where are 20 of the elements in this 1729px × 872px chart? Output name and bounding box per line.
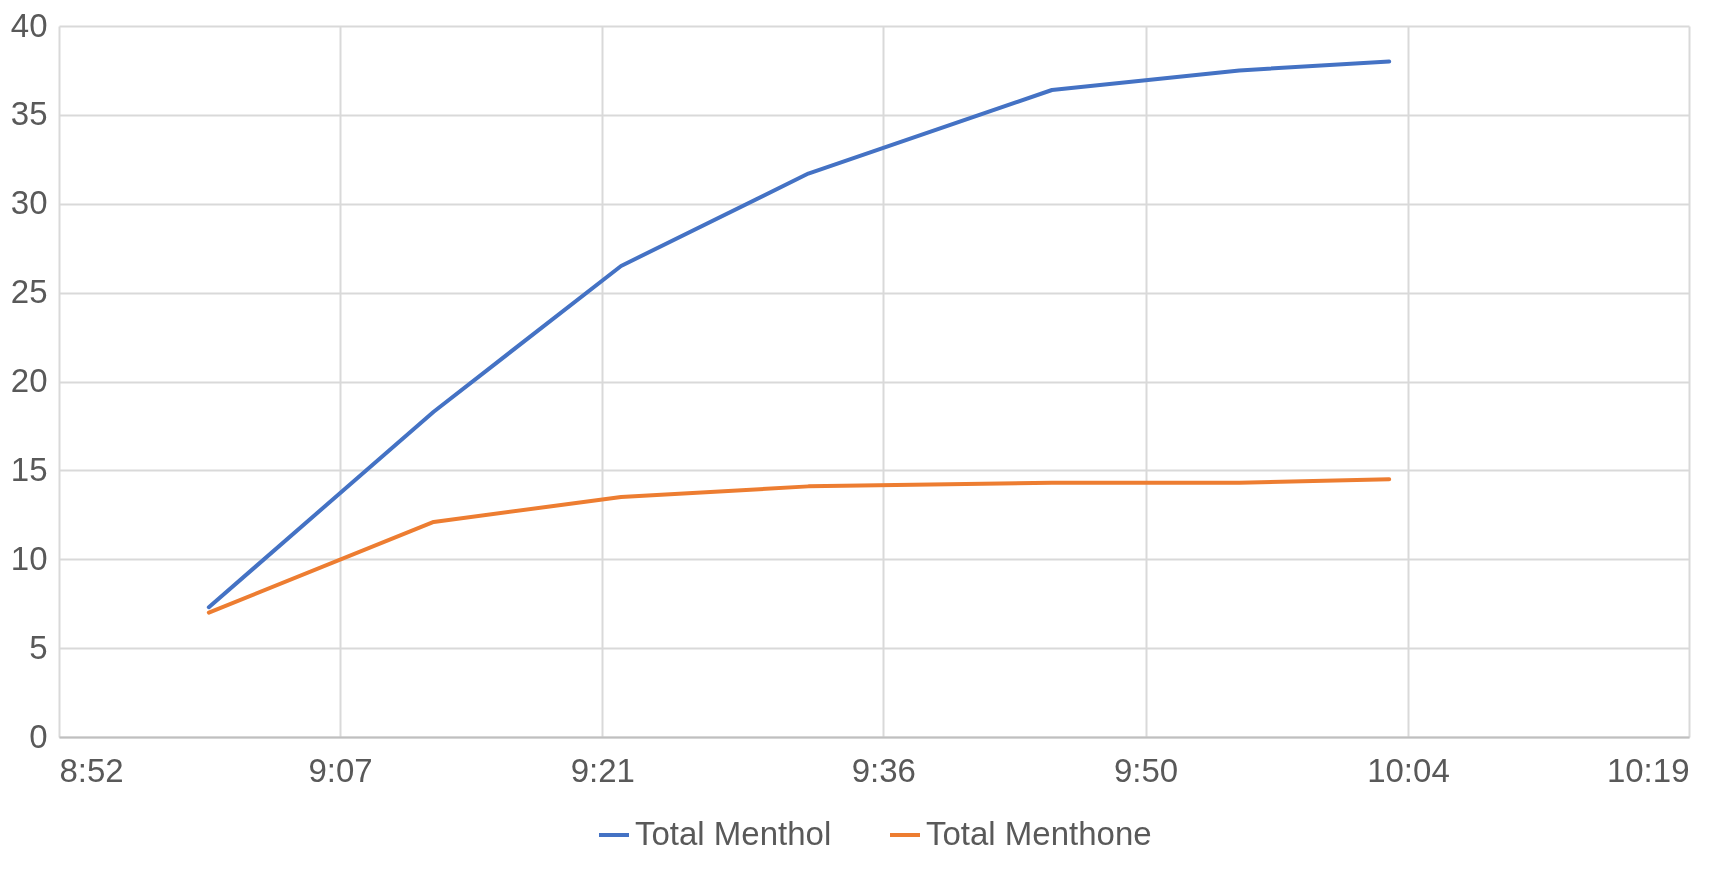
- y-tick-label: 25: [10, 273, 48, 311]
- x-tick-label: 10:19: [1606, 751, 1690, 789]
- y-tick-label: 30: [10, 184, 48, 222]
- y-tick-label: 40: [10, 6, 48, 44]
- legend-label: Total Menthone: [926, 815, 1152, 852]
- y-tick-label: 0: [29, 717, 48, 755]
- y-tick-label: 20: [10, 362, 48, 399]
- y-tick-label: 5: [29, 628, 48, 666]
- y-tick-label: 35: [10, 95, 48, 133]
- legend-label: Total Menthol: [635, 815, 832, 852]
- x-tick-label: 9:07: [308, 751, 373, 789]
- x-tick-label: 9:21: [570, 751, 635, 789]
- line-series: [206, 477, 1392, 615]
- x-tick-label: 9:36: [851, 751, 916, 789]
- line-series: [206, 59, 1392, 610]
- x-tick-label: 8:52: [59, 751, 124, 789]
- y-tick-label: 15: [10, 450, 48, 488]
- y-tick-label: 10: [10, 539, 48, 577]
- x-tick-label: 9:50: [1113, 751, 1179, 789]
- x-tick-label: 10:04: [1367, 751, 1450, 789]
